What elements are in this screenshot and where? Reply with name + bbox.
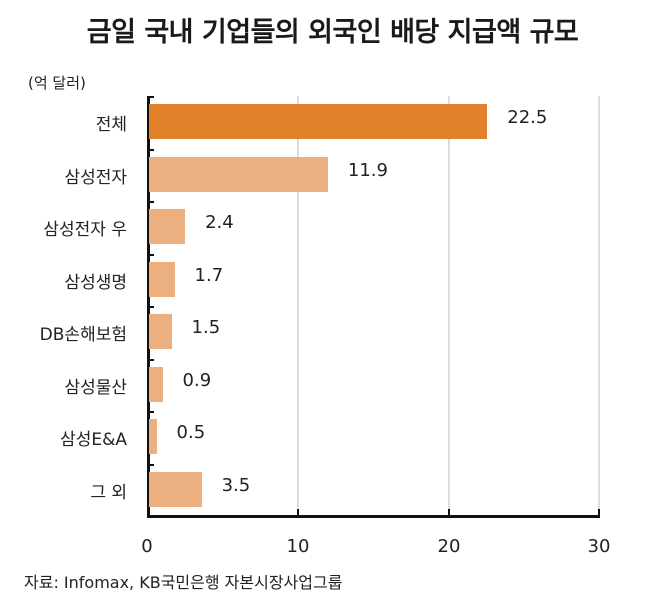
y-tick bbox=[147, 148, 154, 151]
bar-row: 3.5 bbox=[147, 464, 599, 517]
x-tick bbox=[297, 509, 299, 518]
bar-row: 0.5 bbox=[147, 411, 599, 464]
value-label: 11.9 bbox=[347, 159, 388, 181]
bar bbox=[149, 104, 488, 139]
x-tick bbox=[448, 509, 450, 518]
gridline-30 bbox=[598, 96, 600, 516]
value-label: 1.5 bbox=[191, 317, 221, 338]
gridline-10 bbox=[297, 96, 299, 516]
y-tick bbox=[147, 358, 154, 361]
y-tick bbox=[147, 96, 154, 98]
category-label: 삼성전자 우 bbox=[43, 220, 127, 240]
value-label: 22.5 bbox=[507, 107, 548, 128]
y-tick bbox=[147, 463, 154, 466]
bar-row: 1.7 bbox=[147, 254, 599, 307]
y-tick bbox=[147, 411, 154, 413]
bar-row: 1.5 bbox=[147, 306, 599, 359]
category-label: 삼성E&A bbox=[60, 430, 127, 450]
bar-row: 11.9 bbox=[147, 149, 599, 202]
x-axis bbox=[147, 515, 599, 518]
value-label: 2.4 bbox=[205, 212, 234, 233]
category-label: DB손해보험 bbox=[39, 325, 127, 345]
bar bbox=[149, 209, 186, 244]
gridline-20 bbox=[448, 96, 450, 516]
value-label: 3.5 bbox=[221, 474, 251, 496]
bar-row: 0.9 bbox=[147, 359, 599, 412]
source-note: 자료: Infomax, KB국민은행 자본시장사업그룹 bbox=[24, 573, 343, 592]
bar bbox=[149, 419, 157, 454]
x-tick-label: 20 bbox=[437, 536, 461, 557]
bar-row: 2.4 bbox=[147, 201, 599, 254]
bar bbox=[149, 156, 328, 192]
x-tick-label: 0 bbox=[141, 536, 153, 557]
value-label: 0.5 bbox=[176, 422, 206, 443]
bar bbox=[149, 471, 202, 507]
chart-title: 금일 국내 기업들의 외국인 배당 지급액 규모 bbox=[86, 17, 579, 48]
category-label: 삼성물산 bbox=[64, 377, 127, 398]
y-tick bbox=[147, 201, 154, 203]
y-tick bbox=[147, 306, 154, 308]
value-label: 1.7 bbox=[194, 264, 224, 286]
x-tick-label: 30 bbox=[587, 536, 611, 557]
y-tick bbox=[147, 253, 154, 256]
category-label: 그 외 bbox=[90, 482, 127, 503]
x-tick-label: 10 bbox=[286, 536, 310, 557]
bar-row: 22.5 bbox=[147, 96, 599, 149]
category-label: 전체 bbox=[95, 115, 127, 135]
value-label: 0.9 bbox=[182, 369, 212, 391]
bar bbox=[149, 366, 163, 402]
bar bbox=[149, 261, 175, 297]
bar bbox=[149, 314, 172, 349]
unit-label: (억 달러) bbox=[28, 74, 86, 92]
plot-area: 22.5 11.9 2.4 1.7 1.5 0.9 0.5 3.5 bbox=[147, 96, 600, 518]
category-label: 삼성전자 bbox=[64, 167, 127, 188]
x-tick bbox=[598, 509, 600, 518]
category-label: 삼성생명 bbox=[64, 272, 127, 293]
